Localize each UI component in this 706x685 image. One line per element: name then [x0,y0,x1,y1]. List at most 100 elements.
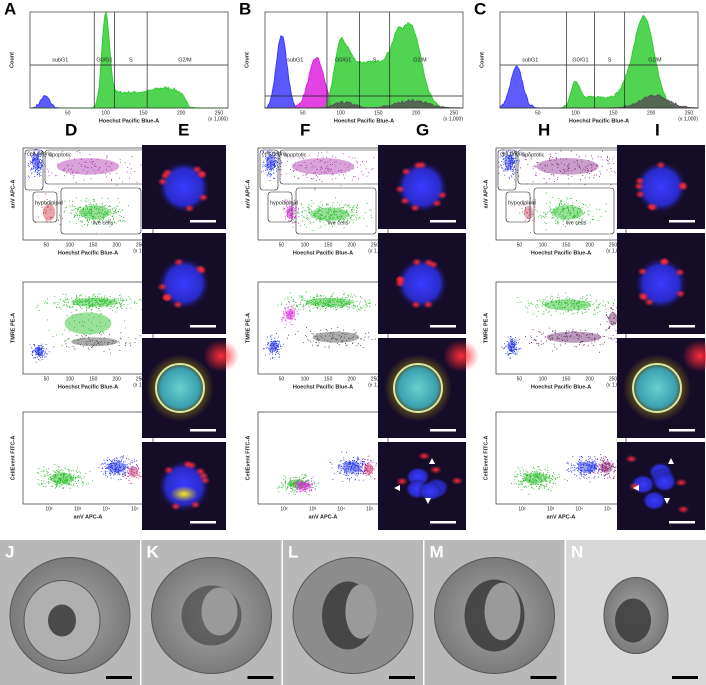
density-core [608,312,617,325]
event-dot [579,309,580,310]
event-dot [357,337,358,338]
event-dot [86,300,87,301]
event-dot [286,312,287,313]
event-dot [503,159,504,160]
event-dot [346,472,347,473]
event-dot [328,212,329,213]
event-dot [94,201,95,202]
event-dot [522,482,523,483]
event-dot [585,300,586,301]
event-dot [349,478,350,479]
event-dot [345,343,346,344]
event-dot [107,460,108,461]
event-dot [323,298,324,299]
gate-label: subG1 [287,57,303,63]
event-dot [349,157,350,158]
event-dot [362,471,363,472]
event-dot [552,339,553,340]
event-dot [347,333,348,334]
event-dot [306,303,307,304]
event-dot [95,166,96,167]
event-dot [94,199,95,200]
event-dot [358,343,359,344]
event-dot [272,352,273,353]
event-dot [371,210,372,211]
event-dot [114,458,115,459]
event-dot [576,304,577,305]
event-dot [288,214,289,215]
event-dot [116,341,117,342]
event-dot [76,298,77,299]
event-dot [336,211,337,212]
event-dot [285,308,286,309]
event-dot [504,343,505,344]
event-dot [514,162,515,163]
event-dot [330,296,331,297]
event-dot [97,304,98,305]
event-dot [609,317,610,318]
event-dot [512,353,513,354]
event-dot [56,175,57,176]
event-dot [82,302,83,303]
event-dot [76,295,77,296]
event-dot [558,220,559,221]
event-dot [115,211,116,212]
event-dot [363,462,364,463]
event-dot [343,474,344,475]
event-dot [515,476,516,477]
event-dot [304,484,305,485]
event-dot [63,305,64,306]
event-dot [313,203,314,204]
event-dot [303,477,304,478]
event-dot [273,345,274,346]
event-dot [266,161,267,162]
event-dot [109,472,110,473]
event-dot [602,166,603,167]
event-dot [504,347,505,348]
event-dot [578,305,579,306]
gate-label: live cells [93,220,114,226]
event-dot [81,478,82,479]
event-dot [591,165,592,166]
event-dot [315,216,316,217]
event-dot [128,468,129,469]
event-dot [288,301,289,302]
event-dot [292,324,293,325]
event-dot [369,462,370,463]
event-dot [516,342,517,343]
event-dot [83,209,84,210]
event-dot [343,333,344,334]
event-dot [88,320,89,321]
event-dot [74,340,75,341]
event-dot [543,216,544,217]
event-dot [525,486,526,487]
event-dot [306,167,307,168]
event-dot [563,307,564,308]
event-dot [512,171,513,172]
event-dot [68,302,69,303]
event-dot [316,175,317,176]
event-dot [263,348,264,349]
event-dot [330,215,331,216]
event-dot [555,479,556,480]
event-dot [537,472,538,473]
x-tick-label: 50 [279,376,285,382]
event-dot [85,211,86,212]
event-dot [70,480,71,481]
event-dot [534,477,535,478]
event-dot [67,299,68,300]
event-dot [558,338,559,339]
event-dot [271,341,272,342]
event-dot [557,211,558,212]
event-dot [42,166,43,167]
event-dot [344,178,345,179]
event-dot [283,318,284,319]
event-dot [115,209,116,210]
event-dot [95,173,96,174]
event-dot [337,208,338,209]
event-dot [59,302,60,303]
event-dot [270,167,271,168]
event-dot [83,326,84,327]
event-dot [80,477,81,478]
event-dot [547,165,548,166]
